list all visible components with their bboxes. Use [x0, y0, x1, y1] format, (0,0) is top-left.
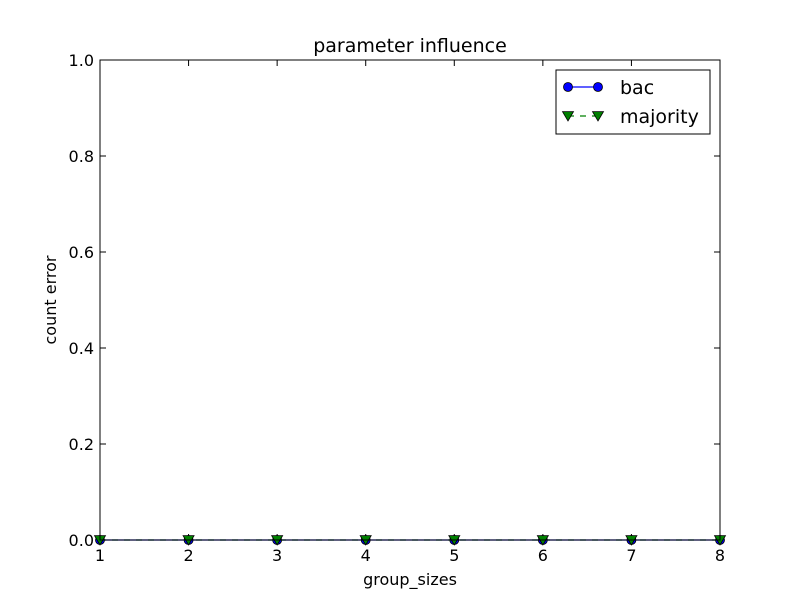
legend-label: majority	[620, 106, 699, 128]
x-tick-label: 6	[538, 546, 548, 565]
x-tick-label: 3	[272, 546, 282, 565]
x-axis-label: group_sizes	[363, 570, 457, 590]
y-tick-label: 0.6	[69, 243, 94, 262]
legend-marker	[563, 82, 573, 92]
x-tick-label: 4	[361, 546, 371, 565]
y-tick-label: 0.4	[69, 339, 94, 358]
y-axis-label: count error	[41, 255, 60, 344]
plot-frame	[99, 59, 721, 541]
axis-ticks: 1 2 3 4 5 6 7 8 0.0 0.2 0.4 0.6 0.8 1.0	[69, 51, 726, 565]
y-tick-label: 1.0	[69, 51, 94, 70]
y-tick-label: 0.2	[69, 435, 94, 454]
y-tick-label: 0.0	[69, 531, 94, 550]
chart-title: parameter influence	[313, 35, 507, 57]
legend-marker	[561, 111, 575, 122]
x-tick-label: 5	[449, 546, 459, 565]
x-tick-label: 8	[715, 546, 725, 565]
x-tick-label: 1	[95, 546, 105, 565]
legend-label: bac	[620, 77, 654, 99]
x-tick-label: 2	[183, 546, 193, 565]
y-tick-label: 0.8	[69, 147, 94, 166]
legend-box	[555, 69, 711, 135]
legend: bac majority	[555, 69, 711, 135]
x-tick-label: 7	[626, 546, 636, 565]
legend-marker	[591, 111, 605, 122]
legend-marker	[593, 82, 603, 92]
